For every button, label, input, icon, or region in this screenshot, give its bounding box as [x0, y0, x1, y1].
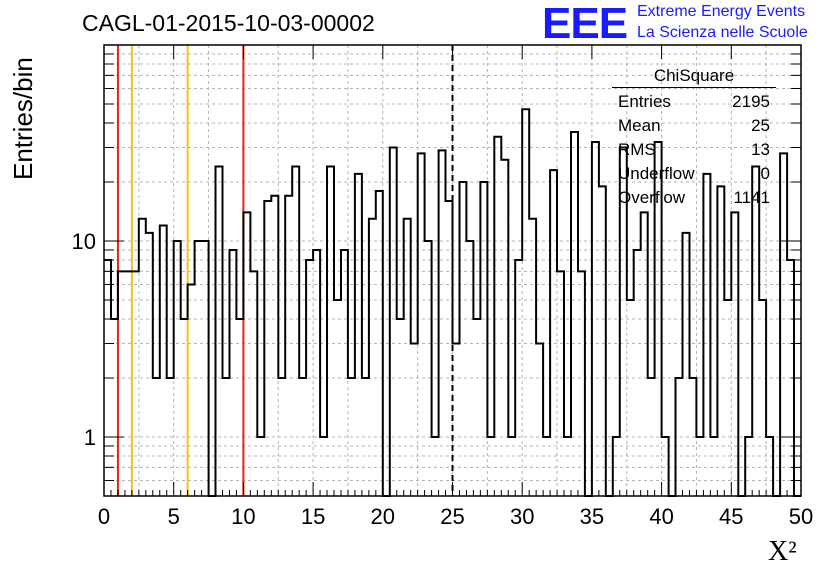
x-tick-label: 45: [719, 504, 743, 529]
histogram-line: [104, 108, 801, 497]
y-tick-label: 1: [84, 425, 96, 450]
axis-ticks: [103, 45, 802, 496]
stats-row-overflow: Overflow 1141: [612, 186, 776, 210]
stats-label: RMS: [618, 140, 656, 159]
stats-value: 1141: [733, 188, 770, 207]
x-tick-label: 0: [98, 504, 110, 529]
stats-value: 0: [760, 164, 770, 183]
logo-text-line1: Extreme Energy Events: [637, 3, 806, 20]
stats-value: 25: [751, 116, 770, 135]
chart-title: CAGL-01-2015-10-03-00002: [82, 10, 375, 36]
stats-row-entries: Entries 2195: [612, 90, 776, 114]
stats-label: Overflow: [618, 188, 686, 207]
x-axis-label-text: X²: [768, 536, 797, 567]
y-axis-label: Entries/bin: [8, 57, 38, 180]
eee-logo: EEE: [542, 0, 628, 48]
x-tick-label: 20: [371, 504, 395, 529]
tick-labels: 0 5 10 15 20 25 30 35 40 45 50 1 10: [72, 229, 814, 529]
stats-value: 13: [751, 140, 770, 159]
stats-box: ChiSquare Entries 2195 Mean 25 RMS 13 Un…: [612, 66, 776, 210]
x-tick-label: 10: [231, 504, 255, 529]
x-tick-label: 35: [580, 504, 604, 529]
stats-value: 2195: [732, 92, 770, 111]
x-tick-label: 5: [168, 504, 180, 529]
stats-label: Underflow: [618, 164, 695, 183]
stats-row-mean: Mean 25: [612, 114, 776, 138]
x-tick-label: 50: [789, 504, 813, 529]
stats-title: ChiSquare: [612, 66, 776, 88]
x-tick-label: 30: [510, 504, 534, 529]
x-axis-label: X²: [768, 536, 797, 568]
x-tick-label: 25: [440, 504, 464, 529]
x-tick-label: 40: [649, 504, 673, 529]
stats-row-rms: RMS 13: [612, 138, 776, 162]
stats-label: Mean: [618, 116, 661, 135]
x-tick-label: 15: [301, 504, 325, 529]
stats-label: Entries: [618, 92, 671, 111]
y-tick-label: 10: [72, 229, 96, 254]
stats-row-underflow: Underflow 0: [612, 162, 776, 186]
logo-text-line2: La Scienza nelle Scuole: [637, 24, 808, 41]
